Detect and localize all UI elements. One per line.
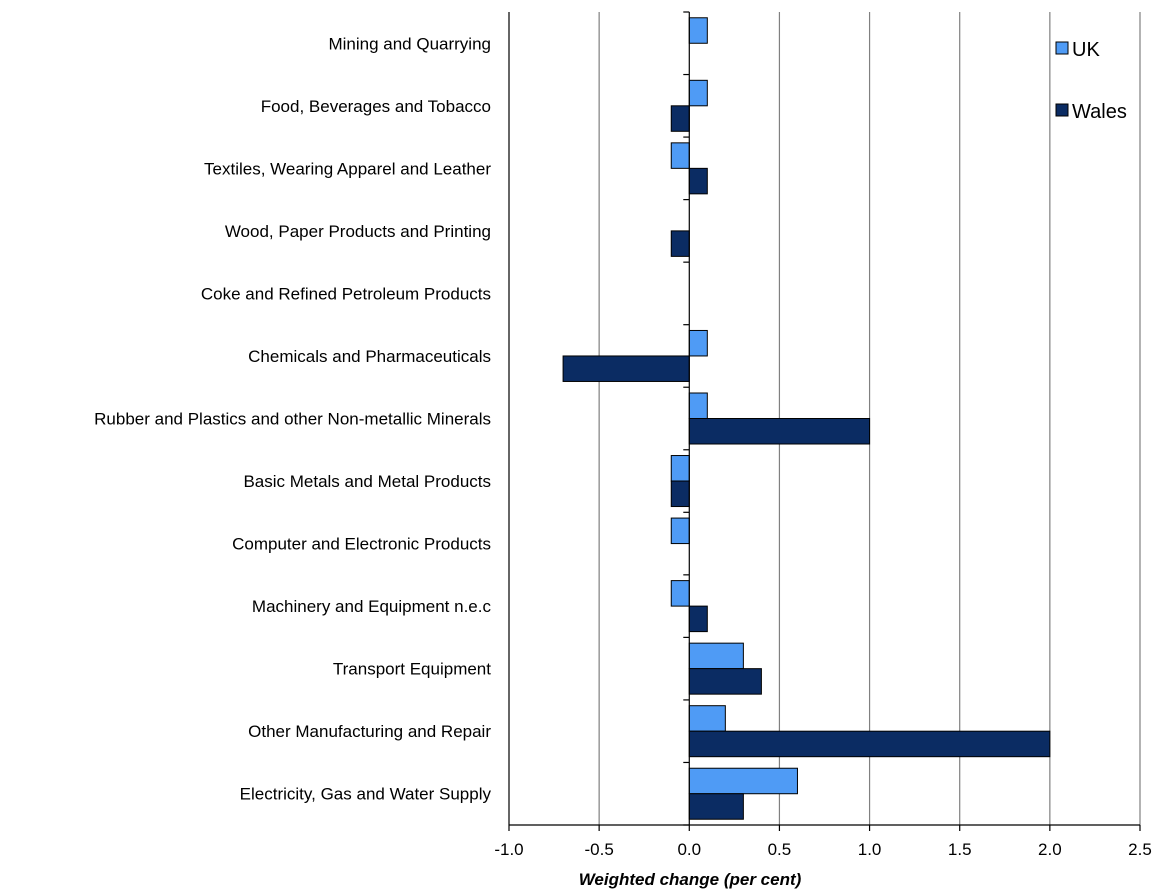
x-tick-label-6: 2.0 [1038, 840, 1062, 859]
legend: UK Wales [1055, 39, 1127, 123]
bar-uk-2 [670, 142, 690, 169]
bar-wales-6 [688, 418, 871, 445]
legend-swatch-wales [1055, 103, 1069, 117]
category-label-10: Transport Equipment [333, 660, 491, 679]
x-tick-label-1: -0.5 [584, 840, 613, 859]
category-label-2: Textiles, Wearing Apparel and Leather [204, 159, 491, 178]
x-tick-label-0: -1.0 [494, 840, 523, 859]
legend-label-uk: UK [1072, 39, 1100, 61]
x-tick-label-3: 0.5 [768, 840, 792, 859]
category-label-8: Computer and Electronic Products [232, 535, 491, 554]
x-tick-label-5: 1.5 [948, 840, 972, 859]
category-labels: Mining and Quarrying Food, Beverages and … [94, 34, 491, 803]
bar-uk-9 [670, 580, 690, 607]
legend-label-wales: Wales [1072, 101, 1127, 123]
category-label-9: Machinery and Equipment n.e.c [252, 597, 492, 616]
x-tick-label-4: 1.0 [858, 840, 882, 859]
bar-uk-5 [688, 329, 708, 357]
category-label-5: Chemicals and Pharmaceuticals [248, 347, 491, 366]
category-label-4: Coke and Refined Petroleum Products [201, 284, 491, 303]
bar-uk-1 [688, 79, 708, 107]
bar-uk-8 [670, 517, 690, 545]
category-label-1: Food, Beverages and Tobacco [261, 97, 491, 116]
bar-wales-5 [562, 355, 690, 382]
bars [562, 17, 1051, 820]
category-label-0: Mining and Quarrying [328, 34, 491, 53]
category-label-11: Other Manufacturing and Repair [248, 722, 491, 741]
x-tick-label-2: 0.0 [677, 840, 701, 859]
bar-uk-0 [688, 17, 708, 44]
legend-swatch-uk [1055, 41, 1069, 55]
x-tick-labels: -1.0 -0.5 0.0 0.5 1.0 1.5 2.0 2.5 [494, 840, 1151, 859]
bar-wales-11 [688, 730, 1051, 758]
bar-wales-1 [670, 105, 690, 132]
bar-wales-9 [688, 605, 708, 633]
category-label-12: Electricity, Gas and Water Supply [240, 785, 492, 804]
bar-uk-6 [688, 392, 708, 419]
x-axis-title: Weighted change (per cent) [579, 870, 802, 889]
bar-uk-10 [688, 642, 744, 670]
bar-uk-7 [670, 455, 690, 482]
bar-wales-2 [688, 167, 708, 195]
bar-uk-12 [688, 767, 798, 795]
axes [508, 11, 1141, 831]
bar-wales-3 [670, 230, 690, 257]
category-label-7: Basic Metals and Metal Products [243, 472, 491, 491]
category-label-3: Wood, Paper Products and Printing [225, 222, 491, 241]
bar-uk-11 [688, 705, 726, 732]
x-tick-label-7: 2.5 [1128, 840, 1152, 859]
category-label-6: Rubber and Plastics and other Non-metall… [94, 410, 491, 429]
bar-wales-7 [670, 480, 690, 508]
bar-wales-10 [688, 668, 762, 695]
bar-wales-12 [688, 793, 744, 820]
